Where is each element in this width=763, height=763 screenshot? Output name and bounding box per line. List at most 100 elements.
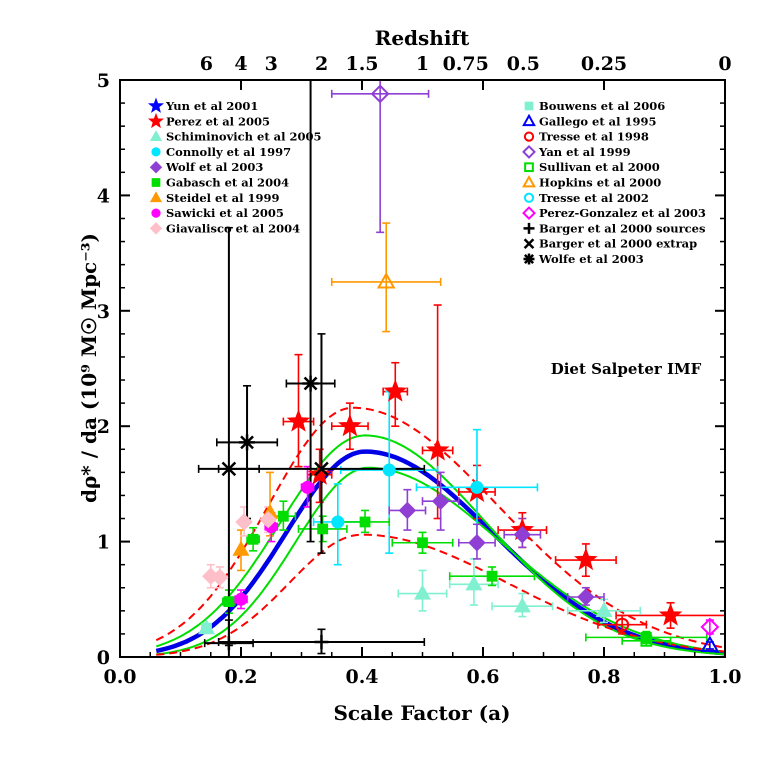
data-markers [198, 84, 720, 653]
data-point [577, 588, 595, 606]
data-point [376, 271, 396, 289]
legend-label: Giavalisco et al 2004 [166, 221, 300, 235]
diamond-marker [522, 144, 536, 159]
data-point [417, 537, 428, 549]
data-point [640, 631, 652, 643]
legend-label: Wolfe et al 2003 [538, 252, 644, 266]
data-point [314, 634, 329, 649]
data-point [513, 525, 532, 544]
redshift-tick-label: 2 [315, 53, 328, 75]
redshift-tick-label: 0.5 [507, 53, 540, 75]
y-tick-label: 5 [97, 70, 110, 92]
redshift-tick-label: 0.75 [443, 53, 489, 75]
triangle-marker [522, 113, 536, 127]
data-point [234, 592, 248, 606]
data-point [359, 516, 371, 528]
data-point [398, 501, 417, 520]
data-point [615, 617, 630, 632]
data-point [223, 596, 235, 608]
data-point [370, 84, 390, 104]
data-point [331, 515, 345, 529]
triangle-marker [149, 191, 163, 203]
data-point [277, 510, 289, 522]
square-marker [151, 178, 161, 187]
data-point [317, 523, 329, 535]
data-point [700, 617, 720, 637]
x-tick-label: 0.4 [345, 666, 378, 688]
data-point [470, 480, 484, 494]
legend-label: Connolly et al 1997 [166, 145, 291, 159]
data-point [302, 375, 319, 392]
plus-marker [523, 222, 535, 234]
x-tick-label: 0.0 [103, 666, 136, 688]
data-point [465, 575, 483, 591]
star-marker [147, 97, 165, 113]
circle-marker [151, 208, 161, 218]
legend-label: Perez-Gonzalez et al 2003 [539, 206, 706, 220]
redshift-tick-label: 6 [200, 53, 213, 75]
data-point [314, 461, 329, 477]
imf-annotation: Diet Salpeter IMF [551, 360, 702, 378]
legend-label: Gabasch et al 2004 [166, 176, 289, 190]
data-point [382, 463, 396, 477]
diamond-marker [522, 206, 536, 221]
square-marker [524, 162, 534, 173]
star-marker [147, 112, 165, 129]
legend-label: Gallego et al 1995 [539, 114, 657, 128]
y-tick-label: 0 [97, 647, 110, 669]
legend-label: Sullivan et al 2000 [539, 160, 660, 174]
legend-label: Barger et al 2000 sources [539, 221, 705, 235]
data-point [468, 534, 486, 552]
data-point [574, 547, 598, 571]
circle-marker [151, 147, 161, 157]
y-tick-label: 2 [97, 416, 110, 438]
legend-label: Yan et al 1999 [538, 145, 631, 159]
data-point [658, 603, 683, 626]
data-point [211, 568, 229, 587]
legend-label: Schiminovich et al 2005 [166, 130, 322, 144]
data-point [247, 533, 259, 545]
data-point [221, 461, 237, 477]
y-tick-label: 4 [97, 185, 110, 207]
redshift-tick-label: 4 [234, 53, 247, 75]
data-point [259, 510, 277, 529]
redshift-tick-label: 1 [416, 53, 429, 75]
redshift-tick-label: 3 [265, 53, 278, 75]
data-point [221, 636, 236, 651]
redshift-tick-label: 0.25 [581, 53, 627, 75]
data-point [425, 437, 450, 461]
data-point [338, 413, 362, 437]
top-axis-label: Redshift [375, 26, 470, 50]
legend-label: Tresse et al 2002 [539, 191, 649, 205]
legend-label: Perez et al 2005 [166, 114, 270, 128]
data-point [201, 622, 212, 634]
data-point [301, 480, 315, 494]
y-tick-label: 1 [97, 532, 110, 554]
redshift-tick-label: 1.5 [345, 53, 378, 75]
diamond-marker [149, 222, 163, 235]
data-point [232, 540, 250, 556]
data-point [700, 635, 720, 653]
x-tick-label: 0.6 [466, 666, 499, 688]
data-point [383, 379, 408, 402]
y-axis-label: dρ* / da (10⁹ M☉ Mpc⁻³) [77, 233, 101, 503]
data-point [307, 462, 332, 485]
data-point [235, 513, 253, 531]
x-tick-label: 0.2 [224, 666, 257, 688]
data-point [513, 597, 531, 613]
data-point [486, 570, 498, 582]
triangle-marker [522, 174, 536, 188]
redshift-tick-label: 0 [718, 53, 731, 75]
triangle-marker [149, 130, 163, 141]
legend-label: Yun et al 2001 [165, 99, 258, 113]
diamond-marker [149, 160, 163, 174]
data-point [286, 409, 311, 432]
y-tick-label: 3 [97, 301, 110, 323]
x-tick-label: 1.0 [708, 666, 741, 688]
legend-label: Barger et al 2000 extrap [539, 237, 697, 251]
data-point [431, 492, 450, 510]
x-axis-label: Scale Factor (a) [333, 701, 510, 725]
data-point [239, 434, 256, 451]
